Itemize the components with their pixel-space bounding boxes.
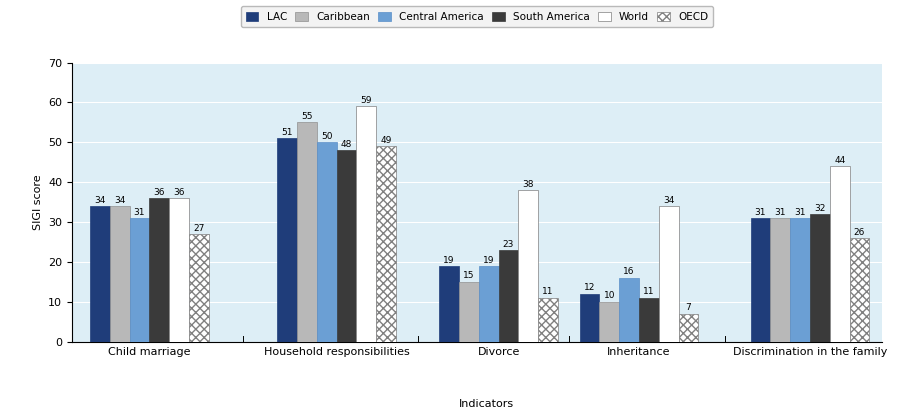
Bar xyxy=(830,166,850,342)
Bar xyxy=(149,198,169,342)
Bar xyxy=(297,123,317,342)
Bar xyxy=(679,314,698,342)
Bar xyxy=(439,266,459,342)
Text: 44: 44 xyxy=(834,156,845,165)
Text: 59: 59 xyxy=(361,96,372,105)
Bar xyxy=(810,214,830,342)
Text: 23: 23 xyxy=(503,239,514,249)
Text: 55: 55 xyxy=(302,112,312,121)
Text: 36: 36 xyxy=(174,188,184,197)
Bar xyxy=(277,138,297,342)
Text: 16: 16 xyxy=(624,267,634,276)
Text: 31: 31 xyxy=(795,208,806,216)
Text: 31: 31 xyxy=(134,208,145,216)
Bar xyxy=(751,218,770,342)
Text: 12: 12 xyxy=(584,284,595,292)
Text: 31: 31 xyxy=(755,208,766,216)
Y-axis label: SIGI score: SIGI score xyxy=(32,174,42,230)
Legend: LAC, Caribbean, Central America, South America, World, OECD: LAC, Caribbean, Central America, South A… xyxy=(240,6,714,27)
Bar xyxy=(337,151,356,342)
Text: 11: 11 xyxy=(644,287,654,296)
Bar xyxy=(90,206,110,342)
Text: 7: 7 xyxy=(686,304,691,312)
Text: 26: 26 xyxy=(854,228,865,236)
Bar xyxy=(169,198,189,342)
Text: 49: 49 xyxy=(381,136,392,145)
Bar xyxy=(189,234,209,342)
Bar xyxy=(538,298,558,342)
Text: 36: 36 xyxy=(154,188,165,197)
Text: 31: 31 xyxy=(775,208,786,216)
Text: 19: 19 xyxy=(483,256,494,264)
Bar xyxy=(850,238,869,342)
Bar xyxy=(317,142,337,342)
Text: 34: 34 xyxy=(663,196,674,205)
Text: 51: 51 xyxy=(282,128,292,137)
Text: 15: 15 xyxy=(464,271,474,281)
Bar xyxy=(110,206,130,342)
Bar xyxy=(599,302,619,342)
Text: 34: 34 xyxy=(114,196,125,205)
Bar xyxy=(770,218,790,342)
Bar xyxy=(356,106,376,342)
Bar xyxy=(659,206,679,342)
Bar xyxy=(499,250,518,342)
Text: 50: 50 xyxy=(321,132,332,141)
Bar xyxy=(459,282,479,342)
Text: 27: 27 xyxy=(194,224,204,233)
Text: Indicators: Indicators xyxy=(458,399,514,409)
Bar xyxy=(580,294,599,342)
Bar xyxy=(130,218,149,342)
Text: 32: 32 xyxy=(814,203,825,213)
Bar xyxy=(518,190,538,342)
Text: 11: 11 xyxy=(543,287,553,296)
Text: 10: 10 xyxy=(604,291,615,300)
Text: 48: 48 xyxy=(341,140,352,149)
Text: 19: 19 xyxy=(444,256,454,264)
Text: 38: 38 xyxy=(523,180,534,188)
Bar xyxy=(376,146,396,342)
Bar xyxy=(639,298,659,342)
Bar xyxy=(479,266,499,342)
Bar xyxy=(790,218,810,342)
Bar xyxy=(619,278,639,342)
Text: 34: 34 xyxy=(94,196,105,205)
